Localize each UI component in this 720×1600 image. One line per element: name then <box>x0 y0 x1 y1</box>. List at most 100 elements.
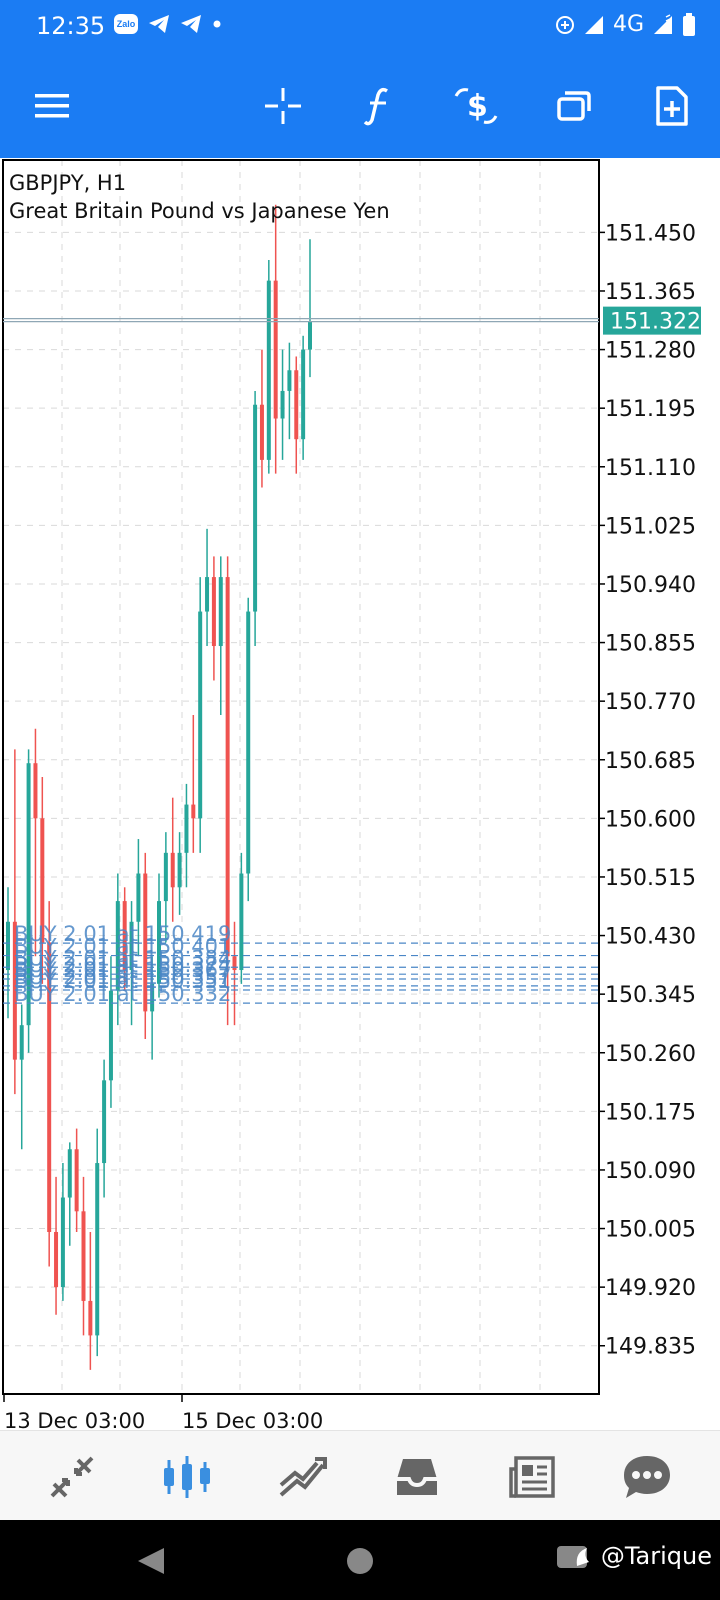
price-label: 150.600 <box>605 807 696 832</box>
price-label: 151.195 <box>605 397 696 422</box>
candle-body <box>253 404 258 612</box>
candle-body <box>95 1163 100 1336</box>
price-label: 150.770 <box>605 690 696 715</box>
price-label: 149.835 <box>605 1335 696 1360</box>
signal-icon <box>584 15 603 34</box>
data-saver-icon <box>555 15 574 34</box>
candle-body <box>198 611 203 819</box>
trade-button[interactable]: $ <box>448 78 504 134</box>
candle-body <box>129 921 134 971</box>
chart-description: Great Britain Pound vs Japanese Yen <box>9 199 390 223</box>
candle-body <box>184 804 189 853</box>
candle-body <box>102 1080 107 1164</box>
candle-body <box>177 852 182 888</box>
price-label: 150.855 <box>605 632 696 657</box>
price-label: 151.365 <box>605 280 696 305</box>
candle-body <box>81 1211 86 1301</box>
battery-icon <box>683 12 695 36</box>
candle-body <box>108 990 113 1081</box>
indicators-button[interactable] <box>350 78 406 134</box>
wifi-signal-icon <box>654 13 672 34</box>
status-left-icons: Zalo <box>114 14 222 34</box>
nav-messages[interactable] <box>615 1445 679 1509</box>
nav-chart[interactable] <box>155 1445 219 1509</box>
trade-icon <box>279 1457 327 1497</box>
candle-body <box>12 921 17 1060</box>
trade-icon: $ <box>454 88 498 124</box>
price-label: 150.345 <box>605 983 696 1008</box>
nav-news[interactable] <box>500 1445 564 1509</box>
home-icon[interactable] <box>345 1546 375 1576</box>
candle-body <box>122 901 127 971</box>
candle-body <box>218 577 223 647</box>
candle-body <box>67 1149 72 1198</box>
time-label: 13 Dec 03:00 <box>4 1409 145 1430</box>
crosshair-button[interactable] <box>255 78 311 134</box>
candle-body <box>239 873 244 971</box>
menu-icon <box>35 94 69 118</box>
crosshair-icon <box>265 88 301 124</box>
order-label: BUY 2.01 at 150.419 <box>14 922 231 946</box>
candle-body <box>211 577 216 647</box>
candle-body <box>273 280 278 419</box>
messages-icon <box>624 1456 670 1498</box>
candle-body <box>6 921 10 971</box>
candle-body <box>280 390 285 419</box>
watermark: @Tarique <box>556 1542 712 1570</box>
price-label: 151.025 <box>605 514 696 539</box>
order-label: BUY 2.01 at 150.351 <box>14 969 231 993</box>
price-label: 151.110 <box>605 456 696 481</box>
candle-body <box>232 956 237 971</box>
new-order-button[interactable] <box>644 78 700 134</box>
candle-body <box>88 1300 93 1336</box>
candle-body <box>205 577 210 612</box>
network-label: 4G <box>612 12 644 37</box>
bottom-navigation <box>0 1430 720 1520</box>
new-order-icon <box>656 86 688 126</box>
candle-body <box>40 818 45 943</box>
candle-body <box>143 873 148 1012</box>
chart-area[interactable]: BUY 2.01 at 150.419 BUY 2.01 at 150.401 BU… <box>0 158 720 1433</box>
candle-body <box>157 901 161 984</box>
nav-history[interactable] <box>385 1445 449 1509</box>
time-label: 15 Dec 03:00 <box>182 1409 323 1430</box>
history-icon <box>397 1459 437 1495</box>
chart-icon <box>164 1456 210 1498</box>
watermark-text: @Tarique <box>600 1542 712 1570</box>
zalo-icon: Zalo <box>114 14 138 34</box>
windows-button[interactable] <box>546 78 602 134</box>
candle-body <box>47 942 52 1232</box>
candle-body <box>26 763 31 1026</box>
price-label: 151.450 <box>605 221 696 246</box>
candle-body <box>19 1025 24 1060</box>
candle-body <box>294 370 299 440</box>
top-toolbar: $ <box>0 54 720 158</box>
price-label: 150.090 <box>605 1159 696 1184</box>
menu-button[interactable] <box>24 78 80 134</box>
order-label: BUY 2.01 at 150.332 <box>14 982 231 1006</box>
current-price-label: 151.322 <box>610 310 701 335</box>
price-label: 149.920 <box>605 1276 696 1301</box>
candle-body <box>308 322 312 350</box>
candle-body <box>163 852 168 902</box>
telegram-icon <box>149 15 169 33</box>
back-icon[interactable] <box>136 1546 166 1576</box>
nav-quotes[interactable] <box>40 1445 104 1509</box>
price-label: 150.260 <box>605 1042 696 1067</box>
candle-body <box>225 577 230 957</box>
candle-body <box>60 1197 65 1288</box>
svg-text:$: $ <box>467 89 488 124</box>
telegram-icon <box>181 15 201 33</box>
candle-body <box>54 1231 59 1288</box>
chart-symbol: GBPJPY, H1 <box>9 171 126 195</box>
price-label: 150.430 <box>605 925 696 950</box>
tiktok-logo-icon <box>556 1546 589 1568</box>
current-price-badge <box>603 306 701 335</box>
nav-trade[interactable] <box>270 1445 334 1509</box>
candle-body <box>301 349 306 440</box>
order-label: BUY 2.01 at 150.384 <box>14 946 231 970</box>
price-label: 150.940 <box>605 573 696 598</box>
order-label: BUY 2.01 at 150.374 <box>14 953 231 977</box>
candle-body <box>74 1149 79 1212</box>
